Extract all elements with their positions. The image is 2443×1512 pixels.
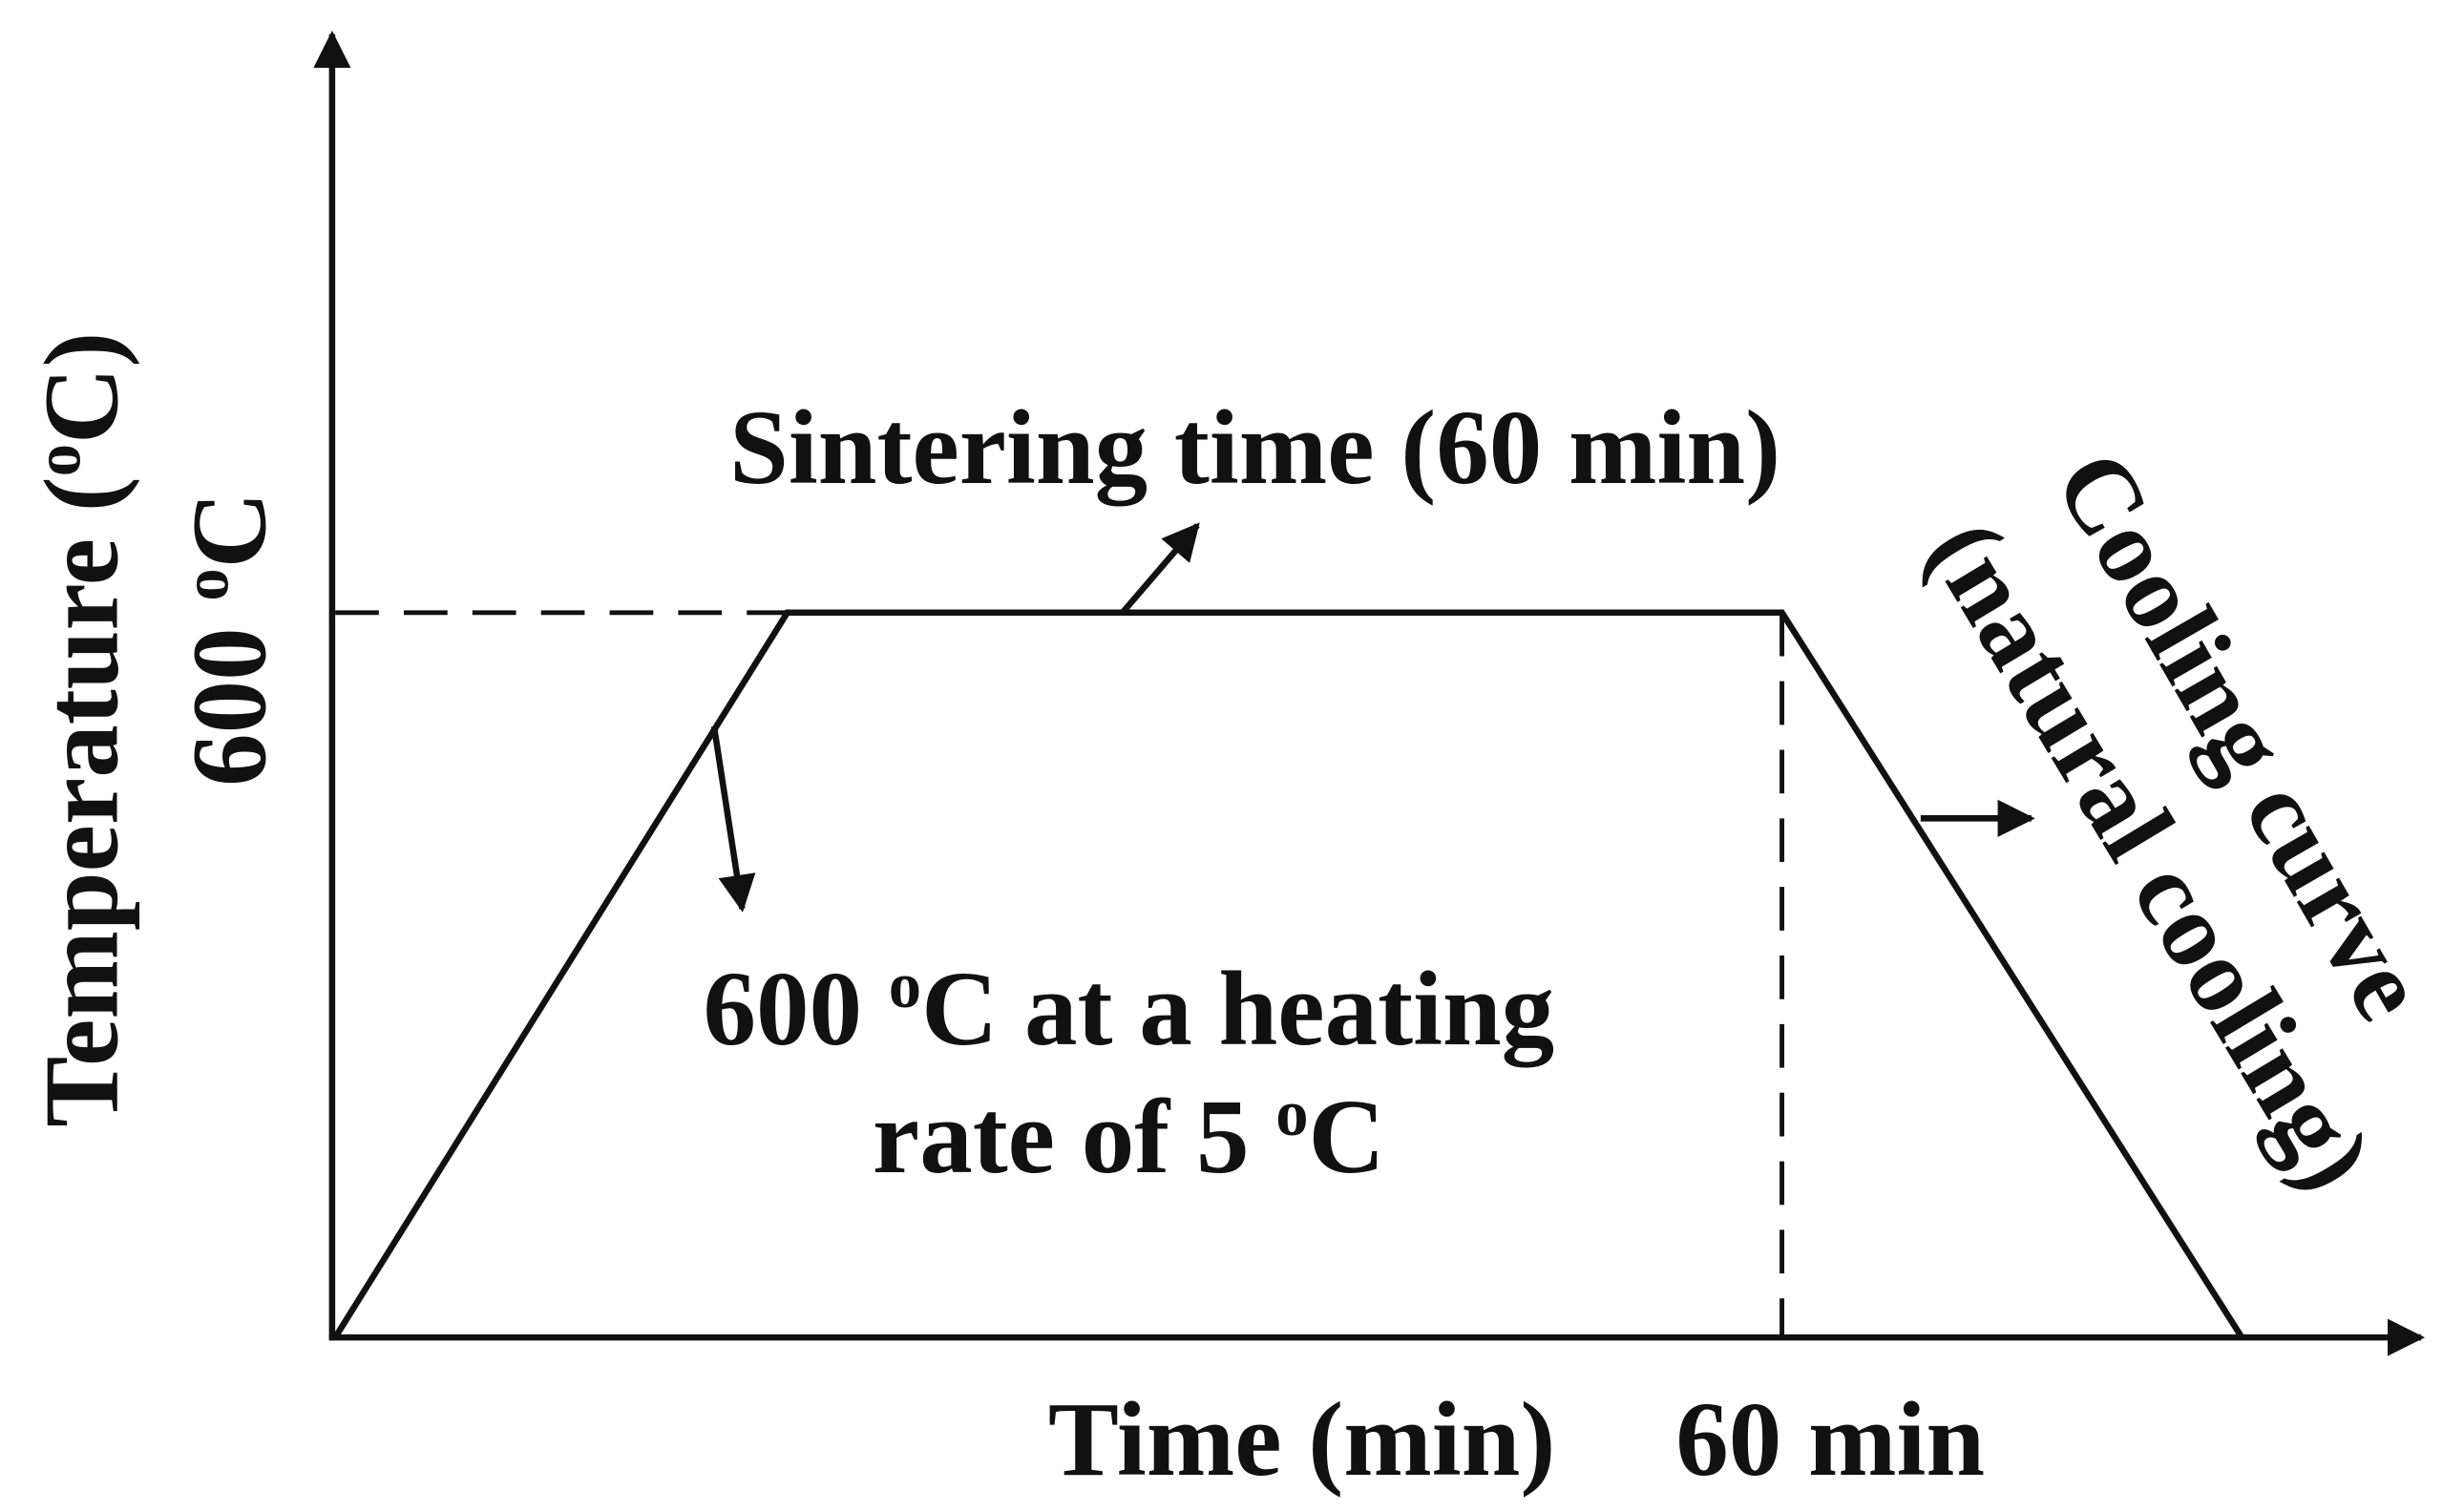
text-part: 600 bbox=[703, 951, 888, 1068]
peak-temperature: 600 oC bbox=[169, 492, 288, 787]
text-part: rate of 5 bbox=[873, 1079, 1275, 1196]
end-time-label: 60 min bbox=[1675, 1381, 1985, 1499]
text-part: C at a heating bbox=[921, 951, 1554, 1068]
pointer-arrow bbox=[1120, 522, 1200, 615]
superscript: o bbox=[21, 444, 94, 476]
temperature-profile bbox=[332, 609, 2245, 1339]
sintering-label: Sintering time (60 min) bbox=[729, 389, 1780, 507]
heating-label: rate of 5 oC bbox=[873, 1077, 1385, 1196]
x-axis-label: Time (min) bbox=[1048, 1381, 1555, 1499]
text-part: C) bbox=[24, 332, 141, 444]
superscript: o bbox=[889, 949, 921, 1021]
heating-label: 600 oC at a heating bbox=[703, 949, 1554, 1068]
pointer-arrow bbox=[710, 725, 756, 913]
text-part: C bbox=[1309, 1079, 1385, 1196]
superscript: o bbox=[169, 568, 242, 600]
superscript: o bbox=[1275, 1077, 1308, 1149]
y-axis-label: Temperature (oC) bbox=[21, 332, 140, 1127]
text-part: Temperature ( bbox=[24, 476, 141, 1126]
text-part: C bbox=[172, 492, 289, 568]
text-part: 600 bbox=[172, 601, 289, 787]
